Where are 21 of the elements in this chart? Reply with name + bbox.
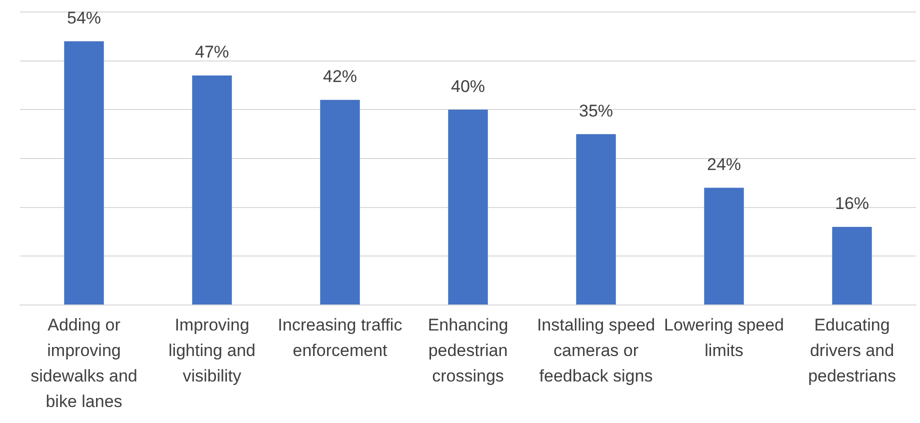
x-tick-label: Improving lighting and visibility	[168, 315, 256, 386]
data-label: 16%	[834, 194, 870, 214]
data-label: 35%	[578, 101, 614, 120]
x-tick-label: Increasing traffic enforcement	[278, 315, 403, 360]
x-tick-label: Lowering speed limits	[664, 315, 784, 360]
data-label: 54%	[66, 8, 102, 28]
data-label: 40%	[450, 76, 486, 96]
bar	[576, 134, 616, 304]
bar	[320, 100, 360, 304]
bar	[64, 41, 104, 304]
data-label: 24%	[706, 154, 742, 174]
bar	[448, 110, 488, 304]
bar	[192, 75, 232, 304]
x-tick-label: Enhancing pedestrian crossings	[428, 315, 508, 386]
bar	[832, 226, 872, 304]
data-label: 42%	[322, 67, 358, 86]
data-label: 47%	[194, 42, 230, 62]
x-tick-label: Educating drivers and pedestrians	[808, 315, 896, 386]
x-tick-label: Installing speed cameras or feedback signs	[536, 315, 656, 386]
x-tick-label: Adding or improving sidewalks and bike lanes	[30, 315, 138, 411]
bar	[704, 188, 744, 304]
